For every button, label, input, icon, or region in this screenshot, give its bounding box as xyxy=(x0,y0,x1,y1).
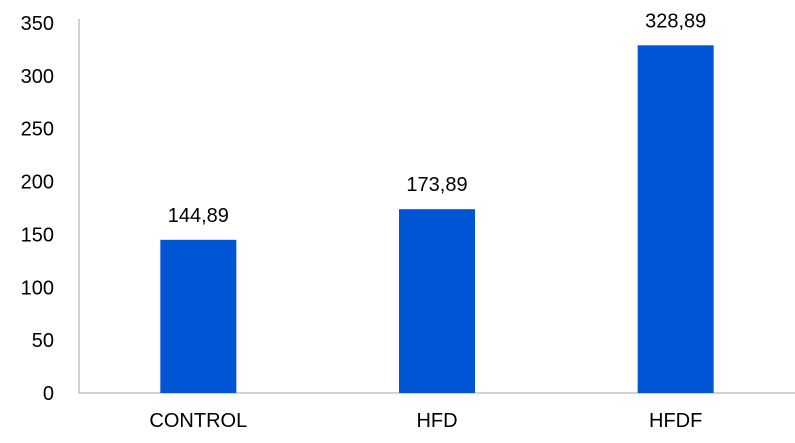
data-label-hfdf: 328,89 xyxy=(645,10,706,32)
x-tick-label-control: CONTROL xyxy=(149,410,247,432)
bar-hfdf xyxy=(637,45,714,393)
bars xyxy=(160,45,714,393)
x-tick-label-hfdf: HFDF xyxy=(649,410,702,432)
y-tick-label: 250 xyxy=(21,119,54,141)
y-tick-label: 0 xyxy=(43,383,54,405)
data-labels: 144,89 173,89 328,89 xyxy=(168,10,707,227)
y-tick-label: 150 xyxy=(21,224,54,246)
x-tick-label-hfd: HFD xyxy=(416,410,457,432)
y-tick-label: 100 xyxy=(21,277,54,299)
y-tick-label: 350 xyxy=(21,13,54,35)
bar-control xyxy=(160,239,237,393)
y-tick-label: 50 xyxy=(32,330,54,352)
data-label-hfd: 173,89 xyxy=(406,174,467,196)
y-tick-label: 200 xyxy=(21,172,54,194)
bar-hfd xyxy=(399,209,475,393)
axes: 0 50 100 150 200 250 300 350 CONTROL HFD HFDF xyxy=(21,13,795,432)
y-tick-label: 300 xyxy=(21,66,54,88)
data-label-control: 144,89 xyxy=(168,205,229,227)
